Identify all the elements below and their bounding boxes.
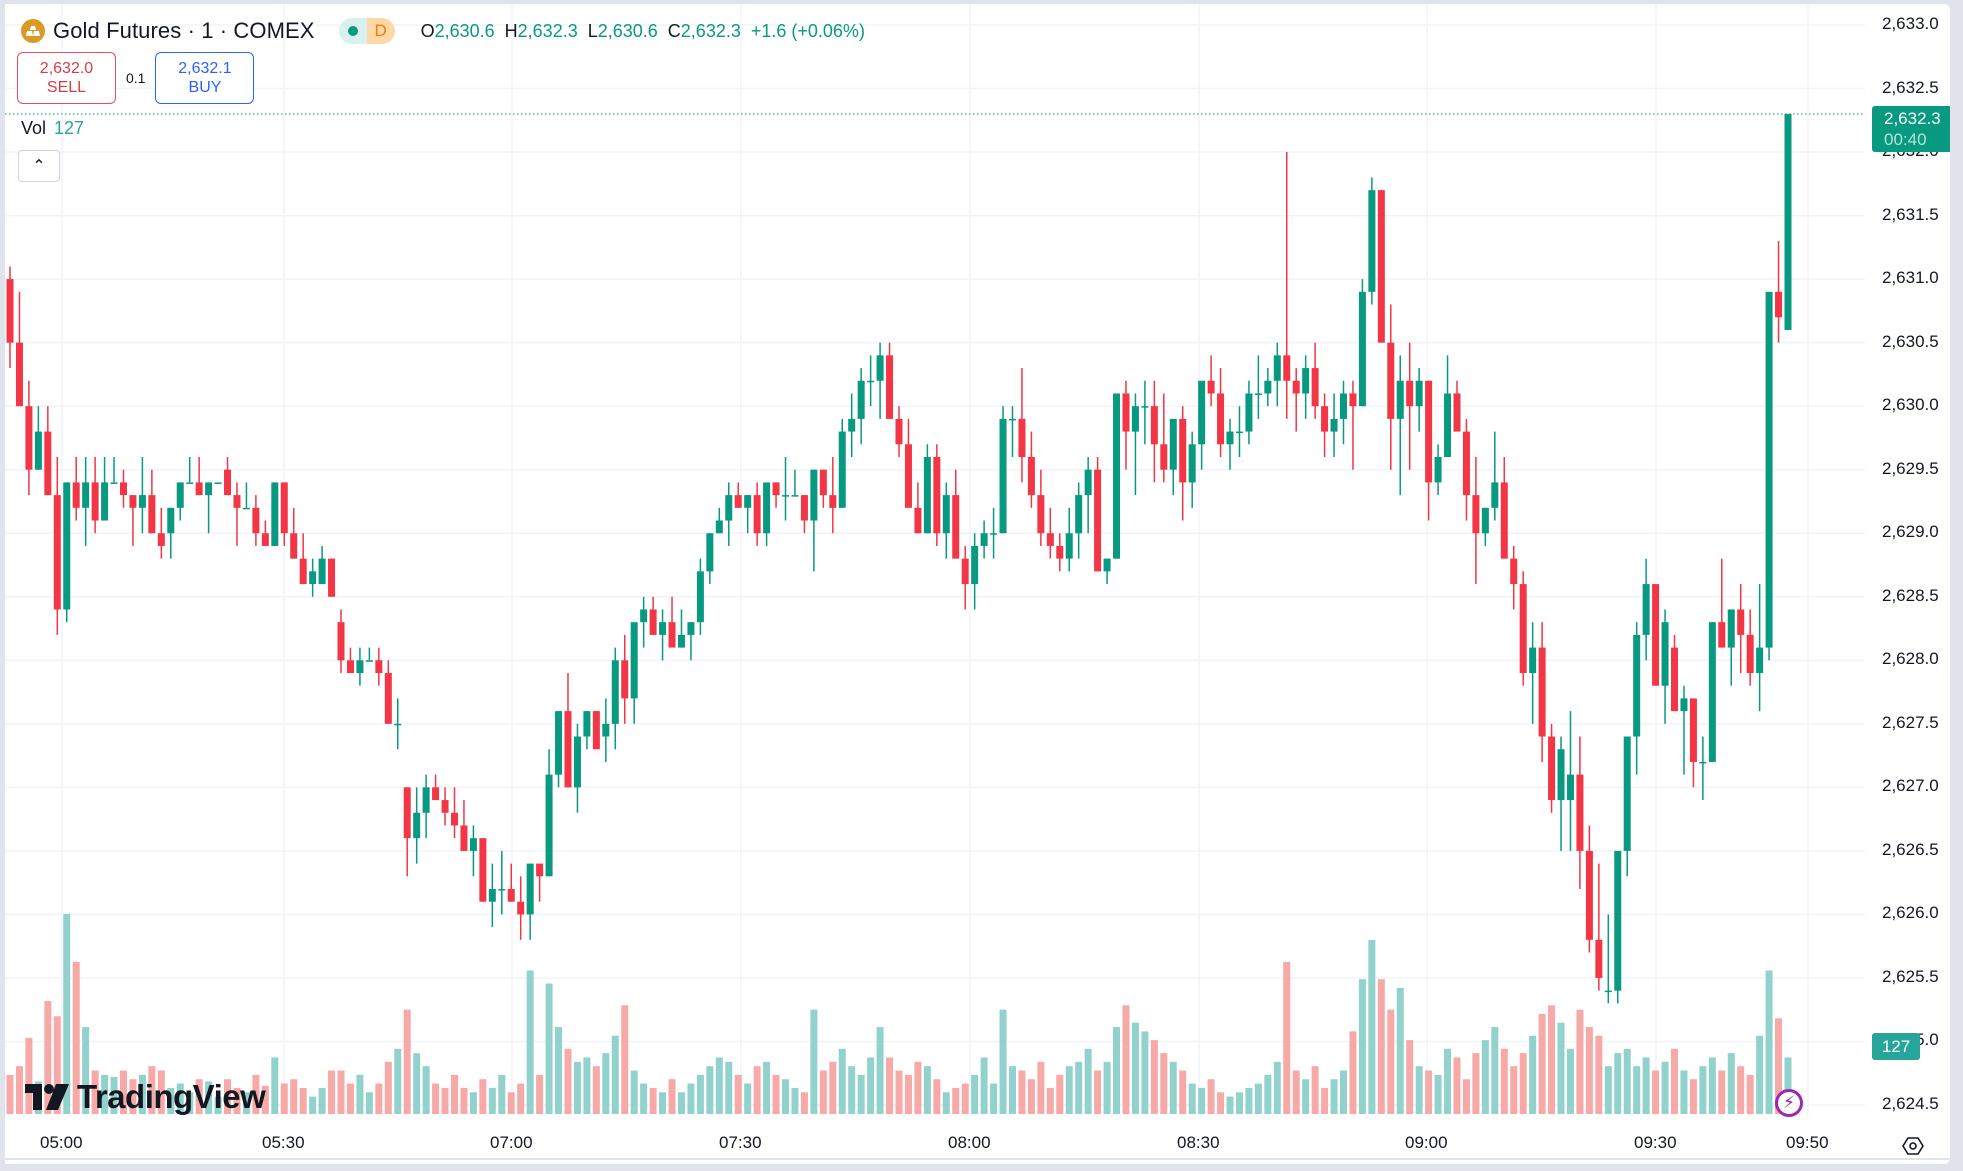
time-axis-label: 08:00 [948, 1133, 991, 1152]
price-axis-label: 2,627.5 [1882, 712, 1939, 732]
buy-button[interactable]: 2,632.1 BUY [155, 52, 255, 104]
sell-price: 2,632.0 [39, 60, 94, 77]
last-volume-tag: 127 [1872, 1033, 1920, 1060]
buy-price: 2,632.1 [178, 60, 232, 77]
time-axis-label: 07:30 [719, 1133, 762, 1152]
time-axis-label: 05:00 [40, 1133, 83, 1152]
lightning-alert-icon[interactable]: ⚡︎ [1775, 1089, 1803, 1117]
price-axis-label: 2,626.0 [1882, 903, 1939, 923]
time-axis-label: 05:30 [262, 1133, 305, 1152]
price-axis-label: 2,624.5 [1882, 1094, 1939, 1113]
symbol-title[interactable]: Gold Futures · 1 · COMEX [53, 18, 315, 43]
ohlc-open: O2,630.6 [420, 20, 495, 41]
market-status-pill[interactable]: D [338, 18, 395, 44]
sell-label: SELL [46, 79, 87, 96]
price-axis-label: 2,627.0 [1882, 776, 1939, 796]
price-axis-label: 2,629.5 [1882, 458, 1939, 478]
trade-panel: 2,632.0 SELL 0.1 2,632.1 BUY [17, 52, 255, 104]
sell-button[interactable]: 2,632.0 SELL [17, 52, 116, 104]
time-axis-label: 09:00 [1405, 1133, 1448, 1152]
price-axis-label: 2,625.5 [1882, 966, 1939, 986]
price-change: +1.6 (+0.06%) [750, 20, 865, 41]
series-legend: Gold Futures · 1 · COMEX D O2,630.6 H2,6… [21, 16, 865, 46]
chevron-up-icon: ⌃ [32, 158, 46, 175]
price-axis-label: 2,628.5 [1882, 585, 1939, 605]
tradingview-logo[interactable]: TradingView [25, 1078, 266, 1116]
price-axis-label: 2,629.0 [1882, 522, 1939, 542]
price-axis-label: 2,631.0 [1882, 268, 1939, 288]
ohlc-close: C2,632.3 [667, 20, 741, 41]
time-axis-label: 09:50 [1786, 1133, 1829, 1152]
chart-settings-icon[interactable] [1902, 1135, 1924, 1157]
tradingview-logo-icon [25, 1084, 69, 1110]
time-axis-label: 09:30 [1634, 1133, 1677, 1152]
time-axis-label: 07:00 [490, 1133, 533, 1152]
price-axis-label: 2,626.5 [1882, 839, 1939, 859]
buy-label: BUY [188, 79, 222, 96]
price-axis-label: 2,633.0 [1882, 14, 1939, 33]
spread-value: 0.1 [126, 70, 146, 86]
chart-window: Gold Futures · 1 · COMEX D O2,630.6 H2,6… [5, 4, 1950, 1164]
collapse-legend-button[interactable]: ⌃ [18, 150, 60, 182]
last-price: 2,632.3 [1884, 109, 1941, 128]
delayed-data-badge: D [366, 18, 395, 44]
price-axis-label: 2,632.5 [1882, 77, 1939, 97]
market-open-dot-icon [347, 26, 358, 36]
ohlc-values: O2,630.6 H2,632.3 L2,630.6 C2,632.3 +1.6… [421, 21, 865, 42]
volume-legend[interactable]: Vol 127 [21, 118, 85, 138]
ohlc-low: L2,630.6 [587, 20, 658, 41]
time-axis-label: 08:30 [1177, 1133, 1220, 1152]
price-axis-label: 2,631.5 [1882, 204, 1939, 224]
last-price-tag: 2,632.3 00:40 [1872, 106, 1950, 152]
gold-symbol-icon [21, 19, 45, 43]
price-axis-label: 2,630.0 [1882, 395, 1939, 415]
bar-countdown: 00:40 [1884, 130, 1927, 149]
price-axis-label: 2,630.5 [1882, 331, 1939, 351]
price-chart-canvas[interactable] [5, 4, 1950, 1164]
price-axis-label: 2,628.0 [1882, 649, 1939, 669]
ohlc-high: H2,632.3 [504, 20, 578, 41]
